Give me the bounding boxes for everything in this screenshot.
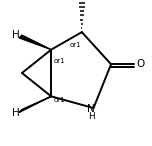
Polygon shape xyxy=(19,35,51,50)
Text: H: H xyxy=(88,112,95,121)
Text: O: O xyxy=(137,59,145,68)
Text: N: N xyxy=(87,105,95,114)
Text: or1: or1 xyxy=(53,58,65,64)
Text: H: H xyxy=(12,30,19,40)
Text: or1: or1 xyxy=(69,41,81,48)
Text: or1: or1 xyxy=(53,97,65,103)
Polygon shape xyxy=(19,96,51,112)
Text: H: H xyxy=(12,108,19,118)
